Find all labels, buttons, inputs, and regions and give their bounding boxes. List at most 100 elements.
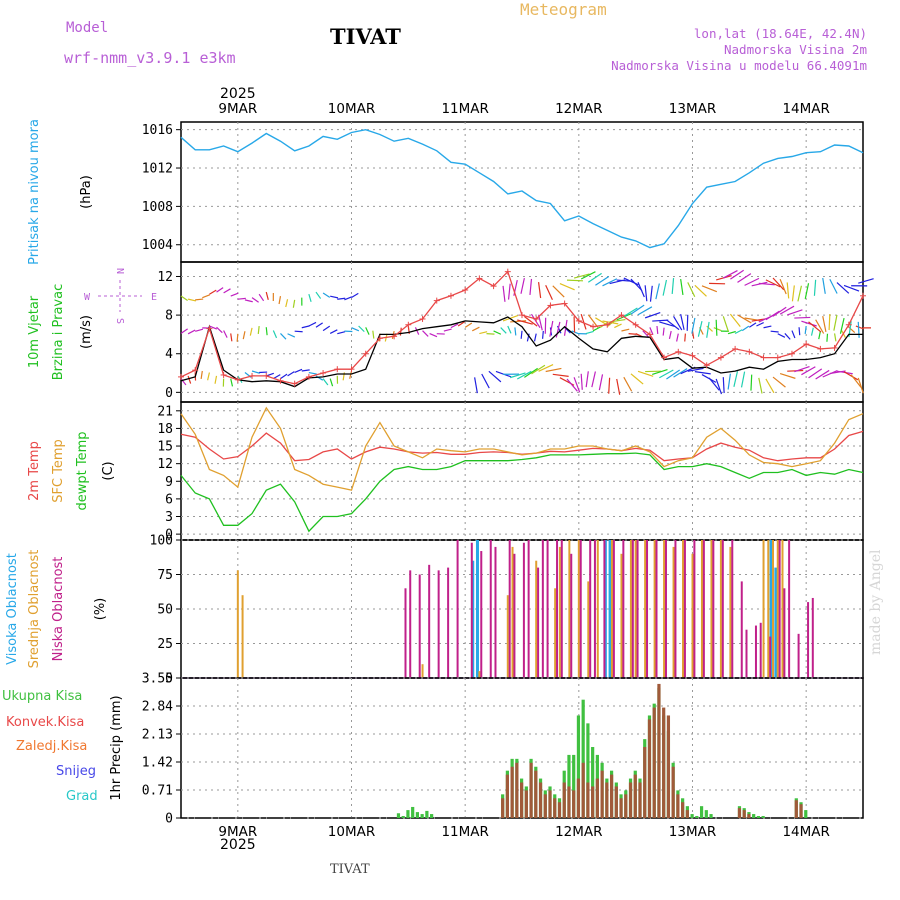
precip-convective-bar <box>605 782 609 818</box>
wind-arrow <box>502 285 506 302</box>
wind-arrow <box>308 321 317 327</box>
precip-total-bar <box>699 806 704 818</box>
y-tick-label: 18 <box>157 422 173 437</box>
y-tick-label: 1008 <box>142 200 173 215</box>
wind-arrow <box>737 314 752 324</box>
wind-arrow <box>322 378 329 386</box>
cloud-bar <box>570 553 573 678</box>
wind-arrow <box>251 297 259 303</box>
wind-arrow <box>533 333 537 342</box>
pressure-unit: (hPa) <box>79 175 94 209</box>
cloud-bar <box>593 540 596 678</box>
cloud-bar <box>508 540 511 678</box>
wind-arrow <box>763 325 772 329</box>
wind-arrow <box>659 369 674 379</box>
wind-arrow <box>566 279 584 282</box>
wind-arrow <box>740 371 746 388</box>
cloud-bar <box>672 546 675 678</box>
precip-legend-item: Ukupna Kisa <box>2 689 82 704</box>
wind-arrow <box>200 370 203 380</box>
wind-arrow <box>258 293 265 302</box>
wind-arrow <box>722 377 725 394</box>
wind-arrow <box>850 374 862 388</box>
cloud-bar <box>719 540 722 678</box>
wind-arrow <box>520 277 525 294</box>
y-tick-label: 1016 <box>142 123 173 138</box>
cloud-bar <box>568 540 571 678</box>
wind-arrow <box>272 330 278 339</box>
year-label-top: 2025 <box>220 86 256 102</box>
wind-arrow <box>843 371 859 381</box>
wind-arrow <box>180 378 187 386</box>
wind-arrow <box>630 278 643 292</box>
cloud-bar <box>811 597 814 678</box>
wind-arrow <box>779 305 795 315</box>
cloud-bar <box>721 540 724 678</box>
precip-convective-bar <box>591 786 595 818</box>
cloud-bar <box>759 622 762 678</box>
date-label-top: 10MAR <box>328 101 375 117</box>
y-tick-label: 0 <box>165 812 173 827</box>
wind-arrow <box>684 333 686 342</box>
wind-arrow <box>524 367 538 378</box>
wind-arrow <box>280 373 288 380</box>
cloud-bar <box>506 595 509 678</box>
wind-arrow <box>538 364 554 372</box>
wind-arrow <box>686 314 689 331</box>
date-label-bottom: 13MAR <box>669 824 716 840</box>
wind-arrow <box>242 331 246 340</box>
y-tick-label: 0 <box>165 528 173 543</box>
precip-convective-bar <box>524 790 528 818</box>
cloud-bar <box>700 540 703 678</box>
cloud-bar <box>418 574 421 678</box>
precip-total-bar <box>411 806 415 818</box>
y-tick-label: 12 <box>157 457 173 472</box>
wind-arrow <box>772 376 786 388</box>
wind-arrow <box>765 279 781 288</box>
wind-arrow <box>315 322 323 328</box>
cloud-bar <box>783 588 786 678</box>
wind-arrow <box>265 291 269 300</box>
wind-arrow <box>422 330 429 337</box>
wind-arrow <box>813 279 817 296</box>
precip-convective-bar <box>737 808 742 818</box>
cloud-bar <box>769 636 772 678</box>
wind-arrow <box>595 275 610 286</box>
wind-arrow <box>829 278 838 294</box>
precip-convective-bar <box>543 794 547 818</box>
wind-arrow <box>372 330 375 339</box>
wind-arrow <box>826 333 829 342</box>
wind-arrow <box>729 313 741 328</box>
wind-arrow <box>580 271 596 280</box>
wind-arrow <box>787 309 803 316</box>
y-tick-label: 0.71 <box>142 784 173 799</box>
wind-arrow <box>580 373 583 390</box>
y-tick-label: 25 <box>157 637 173 652</box>
y-tick-label: 100 <box>150 534 173 549</box>
cloud-bar <box>620 553 623 678</box>
wind-arrow <box>804 325 807 335</box>
precip-total-bar <box>415 812 420 818</box>
wind-arrow <box>337 331 346 335</box>
wind-arrow <box>857 377 864 394</box>
precip-legend-item: Snijeg <box>56 764 96 779</box>
cloud-unit: (%) <box>93 598 108 621</box>
cloud-bar <box>691 553 694 678</box>
y-tick-label: 15 <box>157 440 173 455</box>
wind-arrow <box>287 371 295 377</box>
wind-arrow <box>202 294 210 299</box>
cloud-bar <box>762 540 765 678</box>
wind-arrow <box>798 327 801 336</box>
wind-arrow <box>708 377 720 391</box>
cloud-bar <box>480 551 483 678</box>
cloud-bar <box>437 570 440 678</box>
wind-arrow <box>315 291 322 299</box>
wind-arrow <box>474 377 478 394</box>
temp-ylabel-dewpt: dewpt Temp <box>75 431 90 510</box>
wind-arrow <box>464 322 473 328</box>
wind-arrow <box>251 370 260 374</box>
wind-arrow <box>839 318 845 334</box>
precip-convective-bar <box>619 798 623 818</box>
wind-arrow <box>649 285 653 302</box>
wind-arrow <box>758 377 763 394</box>
